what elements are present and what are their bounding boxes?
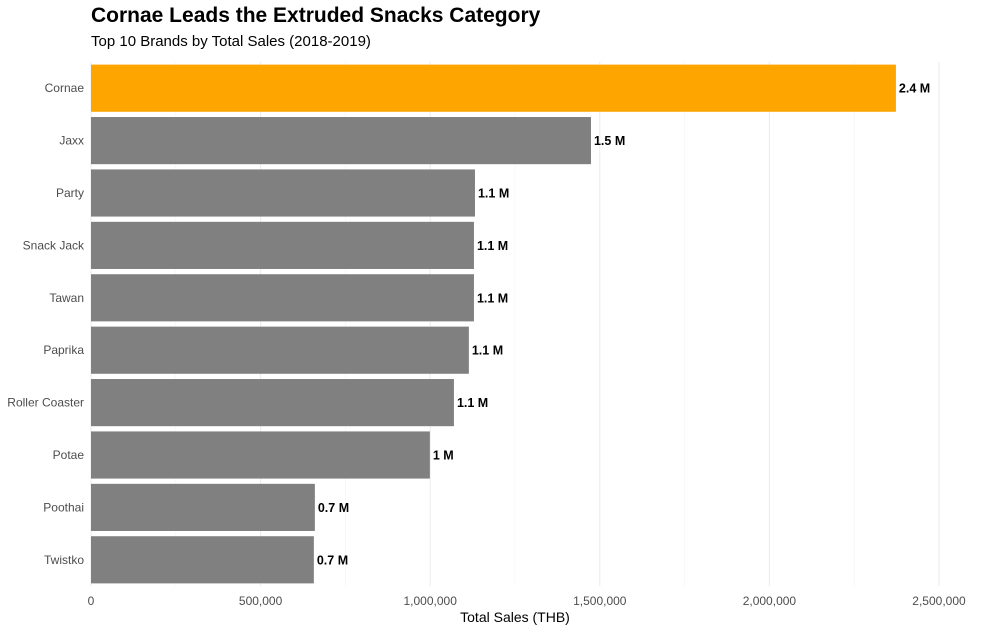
category-label: Poothai (43, 500, 84, 514)
data-labels: 2.4 M 1.5 M 1.1 M 1.1 M 1.1 M 1.1 M 1.1 M 1 M 0.… (317, 82, 930, 568)
data-label: 1.1 M (477, 239, 508, 253)
bar-party (91, 169, 475, 217)
x-tick-label: 1,000,000 (404, 594, 458, 608)
x-tick-label: 2,500,000 (912, 594, 966, 608)
chart-subtitle: Top 10 Brands by Total Sales (2018-2019) (91, 33, 371, 50)
chart-title: Cornae Leads the Extruded Snacks Categor… (91, 4, 541, 27)
x-tick-label: 0 (88, 594, 95, 608)
x-tick-label: 2,000,000 (743, 594, 797, 608)
category-label: Snack Jack (23, 238, 85, 252)
bar-cornae (91, 64, 896, 112)
x-tick-label: 1,500,000 (573, 594, 627, 608)
category-label: Paprika (43, 343, 84, 357)
data-label: 1 M (433, 449, 454, 463)
category-label: Jaxx (59, 134, 84, 148)
data-label: 1.1 M (457, 396, 488, 410)
x-axis-ticks: 0 500,000 1,000,000 1,500,000 2,000,000 2,500… (88, 594, 966, 608)
bar-tawan (91, 274, 474, 322)
bar-roller-coaster (91, 379, 454, 427)
category-label: Tawan (49, 291, 84, 305)
category-labels: Cornae Jaxx Party Snack Jack Tawan Paprika Rol… (7, 81, 85, 567)
data-label: 2.4 M (899, 82, 930, 96)
bar-paprika (91, 326, 469, 374)
data-label: 1.5 M (594, 134, 625, 148)
bar-jaxx (91, 117, 591, 165)
category-label: Party (56, 186, 84, 200)
category-label: Cornae (45, 81, 85, 95)
category-label: Potae (53, 448, 85, 462)
x-axis-title: Total Sales (THB) (460, 609, 570, 625)
bar-potae (91, 431, 430, 479)
data-label: 0.7 M (317, 553, 348, 567)
data-label: 1.1 M (477, 291, 508, 305)
bar-snack-jack (91, 221, 474, 269)
bar-poothai (91, 483, 315, 531)
category-label: Twistko (44, 553, 84, 567)
category-label: Roller Coaster (7, 396, 84, 410)
x-tick-label: 500,000 (239, 594, 283, 608)
data-label: 1.1 M (478, 187, 509, 201)
data-label: 1.1 M (472, 344, 503, 358)
data-label: 0.7 M (318, 501, 349, 515)
bars (91, 64, 896, 584)
bar-twistko (91, 536, 314, 584)
